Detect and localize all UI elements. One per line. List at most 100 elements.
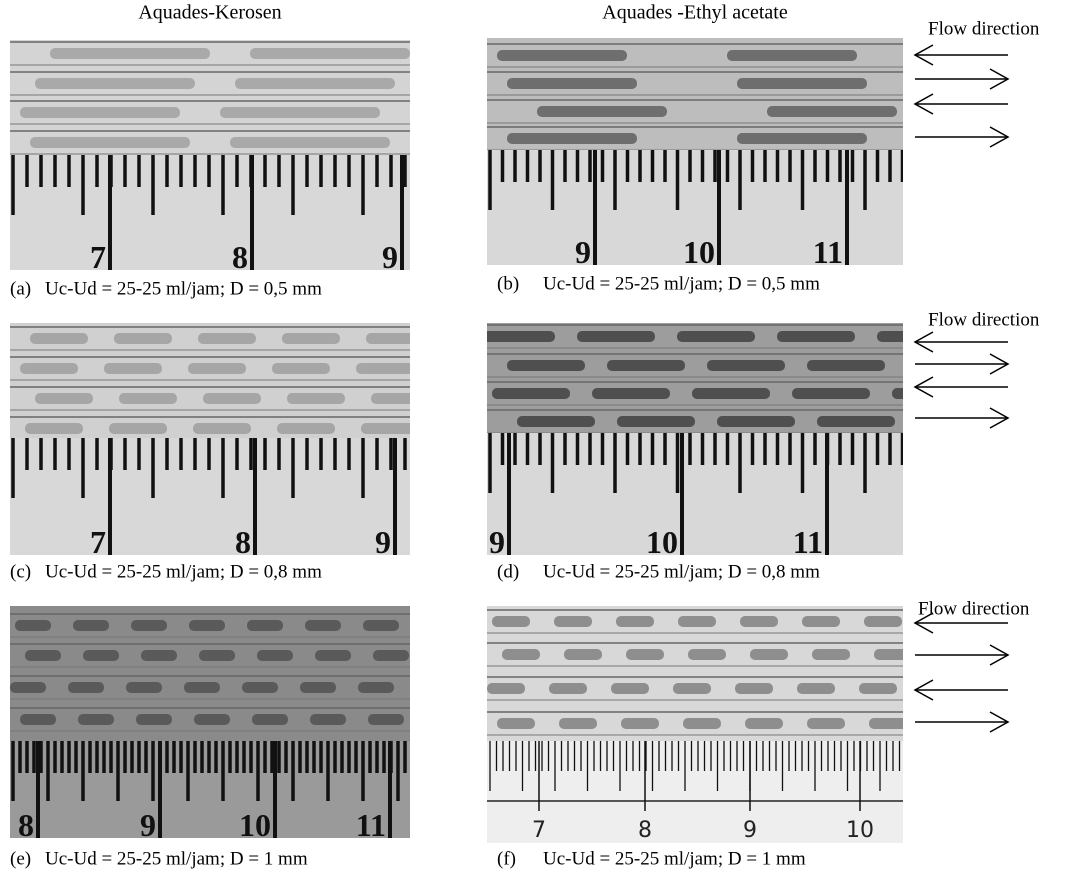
slug [194,714,230,725]
slug [83,650,119,661]
slug [373,650,409,661]
ruler-label: 9 [375,524,391,560]
slug [20,714,56,725]
caption-text: Uc-Ud = 25-25 ml/jam; D = 0,5 mm [543,273,820,294]
slug [358,682,394,693]
slug [141,650,177,661]
slug [727,50,857,61]
flow-label: Flow direction [928,309,1040,330]
ruler-label: 9 [382,239,398,275]
slug [877,331,903,342]
slug [371,393,410,404]
photo-content: 8 9 10 11 [10,606,410,843]
slug [577,331,655,342]
slug [554,616,592,627]
slug [683,718,721,729]
slug [257,650,293,661]
slug [287,393,345,404]
slug [230,137,390,148]
slug [592,388,670,399]
arrow-head [913,44,934,66]
ruler-label: 9 [489,524,505,560]
slug [136,714,172,725]
slug [114,333,172,344]
slug [25,423,83,434]
photo: 7 8 9 [10,323,410,560]
slug [735,683,773,694]
slug [859,683,897,694]
caption-text: Uc-Ud = 25-25 ml/jam; D = 1 mm [45,848,308,869]
slug [363,620,399,631]
photo: 8 9 10 11 [10,606,410,843]
slug [220,107,380,118]
slug [549,683,587,694]
photo: 9 10 11 [487,323,903,560]
slug [767,106,897,117]
slug [537,106,667,117]
slug [673,683,711,694]
ruler-label: 11 [793,524,823,560]
photo: 9 10 11 [487,38,903,270]
slug [20,363,78,374]
slug [366,333,410,344]
slug [869,718,903,729]
slug [361,423,410,434]
slug [564,649,602,660]
slug [517,416,595,427]
photo-content: 7 8 9 [10,40,410,275]
ruler-label: 8 [18,807,34,843]
arrow-head [913,612,934,634]
slug [678,616,716,627]
slug [777,331,855,342]
ruler-label: 9 [575,234,591,270]
slug [109,423,167,434]
slug [282,333,340,344]
ruler-label: 10 [846,818,874,843]
slug [189,620,225,631]
slug [247,620,283,631]
slug [487,331,555,342]
arrow-head [989,644,1010,666]
ruler-label: 11 [356,807,386,843]
slug [492,616,530,627]
slug [677,331,755,342]
arrow-head [989,407,1010,429]
photo-content: 7 8 9 10 [487,606,903,843]
slug [73,620,109,631]
arrow-head [913,331,934,353]
slug [812,649,850,660]
slug [607,360,685,371]
flow-label: Flow direction [928,18,1040,39]
slug [617,416,695,427]
slug [507,78,637,89]
slug [131,620,167,631]
caption-label: (b) [497,273,519,294]
slug [792,388,870,399]
caption-label: (c) [10,561,31,582]
slug [492,388,570,399]
photo-content: 9 10 11 [487,323,903,560]
photo: 7 8 9 10 [487,606,903,843]
column-header: Aquades -Ethyl acetate [602,2,788,24]
arrow-head [989,711,1010,733]
slug [184,682,220,693]
slug [250,48,410,59]
slug [707,360,785,371]
caption-text: Uc-Ud = 25-25 ml/jam; D = 0,8 mm [45,561,322,582]
slug [688,649,726,660]
ruler-label: 10 [239,807,271,843]
ruler-label: 7 [532,818,546,843]
slug [892,388,903,399]
ruler-label: 8 [638,818,652,843]
slug [78,714,114,725]
slug [356,363,410,374]
slug [621,718,659,729]
flow-label: Flow direction [918,598,1030,619]
photo-content: 9 10 11 [487,38,903,270]
slug [25,650,61,661]
slug [20,107,180,118]
ruler-label: 9 [140,807,156,843]
slug [277,423,335,434]
slug [737,133,867,144]
